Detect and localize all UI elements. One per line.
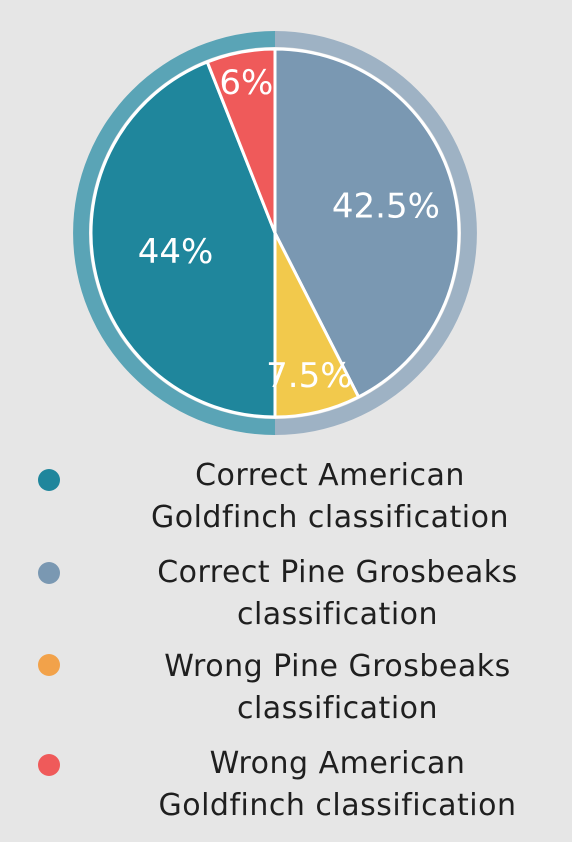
legend-swatch-wrong-pine-grosbeaks	[38, 654, 60, 676]
slice-label-wrong-american-goldfinch-classification: 6%	[219, 63, 273, 103]
slice-label-wrong-pine-grosbeaks-classification: 7.5%	[266, 356, 352, 396]
pie-labels: 42.5% 7.5% 44% 6%	[138, 63, 440, 396]
legend-swatch-wrong-american-goldfinch	[38, 754, 60, 776]
legend-line: Wrong Pine Grosbeaks	[164, 649, 511, 684]
pie-slice-wrong-american-goldfinch-classification	[205, 47, 277, 235]
legend-swatch-correct-pine-grosbeaks	[38, 562, 60, 584]
pie-slice-correct-pine-grosbeaks-classification	[273, 47, 461, 399]
legend-label-wrong-american-goldfinch: Wrong American Goldfinch classification	[110, 743, 565, 827]
legend-line: Correct Pine Grosbeaks	[157, 555, 518, 590]
legend-swatch-correct-american-goldfinch	[38, 469, 60, 491]
legend-item-correct-american-goldfinch: Correct American Goldfinch classificatio…	[0, 455, 572, 545]
legend-line: Wrong American	[209, 746, 466, 781]
pie-chart: 42.5% 7.5% 44% 6%	[73, 31, 477, 435]
legend-label-correct-american-goldfinch: Correct American Goldfinch classificatio…	[95, 455, 565, 539]
pie-slices	[89, 47, 461, 419]
legend-line: classification	[236, 597, 439, 632]
legend-item-wrong-pine-grosbeaks: Wrong Pine Grosbeaks classification	[0, 646, 572, 736]
legend-line: classification	[236, 691, 439, 726]
legend-item-wrong-american-goldfinch: Wrong American Goldfinch classification	[0, 743, 572, 833]
legend-line: Goldfinch classification	[158, 788, 517, 823]
slice-label-correct-american-goldfinch-classification: 44%	[138, 232, 214, 272]
pie-slice-correct-american-goldfinch-classification	[89, 60, 277, 419]
legend-item-correct-pine-grosbeaks: Correct Pine Grosbeaks classification	[0, 552, 572, 642]
legend-label-correct-pine-grosbeaks: Correct Pine Grosbeaks classification	[110, 552, 565, 636]
slice-label-correct-pine-grosbeaks-classification: 42.5%	[332, 186, 440, 226]
legend-label-wrong-pine-grosbeaks: Wrong Pine Grosbeaks classification	[110, 646, 565, 730]
legend-line: Goldfinch classification	[151, 500, 509, 535]
legend-line: Correct American	[195, 458, 465, 493]
